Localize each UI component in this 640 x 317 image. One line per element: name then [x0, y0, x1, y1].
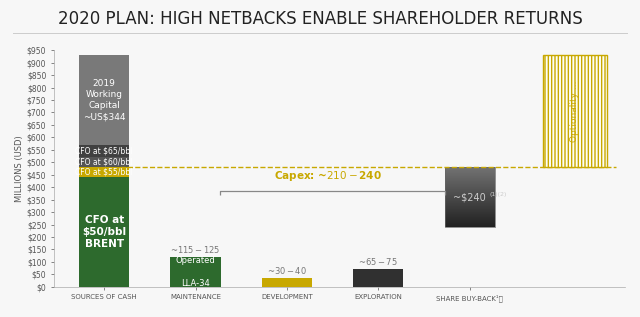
Bar: [79, 167, 129, 177]
Bar: [79, 55, 129, 145]
Bar: [445, 174, 495, 175]
Bar: [445, 173, 495, 174]
Bar: [543, 55, 607, 167]
Bar: [445, 198, 495, 199]
Text: Capex: ~$210-$240: Capex: ~$210-$240: [274, 169, 382, 184]
Bar: [445, 169, 495, 170]
Text: CFO at $60/bbl: CFO at $60/bbl: [76, 157, 133, 166]
Bar: [353, 269, 403, 287]
Bar: [445, 179, 495, 180]
Text: CFO at $65/bbl: CFO at $65/bbl: [76, 146, 133, 155]
Bar: [445, 167, 495, 227]
Text: CFO at
$50/bbl
BRENT: CFO at $50/bbl BRENT: [82, 215, 126, 249]
Bar: [445, 210, 495, 211]
Text: (1)(2): (1)(2): [490, 191, 507, 197]
Text: 2019
Working
Capital
~US$344: 2019 Working Capital ~US$344: [83, 79, 125, 121]
Bar: [445, 191, 495, 192]
Bar: [445, 170, 495, 171]
Text: CFO at $55/bbl: CFO at $55/bbl: [76, 167, 133, 177]
Bar: [445, 208, 495, 209]
Bar: [445, 192, 495, 193]
Bar: [445, 181, 495, 182]
Bar: [445, 199, 495, 200]
Bar: [79, 177, 129, 287]
Bar: [445, 225, 495, 226]
Bar: [170, 257, 221, 287]
Text: 2020 PLAN: HIGH NETBACKS ENABLE SHAREHOLDER RETURNS: 2020 PLAN: HIGH NETBACKS ENABLE SHAREHOL…: [58, 10, 582, 28]
Text: ~$115-$125: ~$115-$125: [170, 244, 221, 255]
Bar: [445, 177, 495, 178]
Bar: [445, 188, 495, 189]
Bar: [445, 178, 495, 179]
Bar: [445, 211, 495, 212]
Bar: [445, 220, 495, 221]
Bar: [445, 183, 495, 184]
Bar: [445, 175, 495, 176]
Bar: [445, 180, 495, 181]
Bar: [445, 197, 495, 198]
Bar: [79, 157, 129, 167]
Bar: [445, 207, 495, 208]
Bar: [445, 187, 495, 188]
Text: ~$30-$40: ~$30-$40: [267, 265, 307, 276]
Bar: [445, 221, 495, 222]
Bar: [445, 193, 495, 194]
Bar: [262, 278, 312, 287]
Text: Optionality ...: Optionality ...: [570, 81, 579, 142]
Bar: [445, 206, 495, 207]
Bar: [445, 214, 495, 215]
Bar: [445, 219, 495, 220]
Bar: [445, 176, 495, 177]
Bar: [445, 218, 495, 219]
Bar: [445, 205, 495, 206]
Bar: [79, 145, 129, 157]
Bar: [445, 202, 495, 203]
Bar: [445, 217, 495, 218]
Bar: [445, 190, 495, 191]
Bar: [445, 216, 495, 217]
Bar: [445, 203, 495, 204]
Bar: [445, 204, 495, 205]
Bar: [445, 184, 495, 185]
Bar: [445, 171, 495, 172]
Bar: [445, 182, 495, 183]
Bar: [445, 189, 495, 190]
Bar: [445, 212, 495, 213]
Bar: [445, 196, 495, 197]
Bar: [445, 194, 495, 195]
Bar: [445, 224, 495, 225]
Bar: [445, 215, 495, 216]
Bar: [445, 201, 495, 202]
Bar: [445, 226, 495, 227]
Bar: [445, 195, 495, 196]
Y-axis label: MILLIONS (USD): MILLIONS (USD): [15, 135, 24, 202]
Text: ~$240: ~$240: [453, 192, 486, 202]
Bar: [445, 222, 495, 223]
Bar: [445, 209, 495, 210]
Bar: [445, 167, 495, 168]
Bar: [445, 200, 495, 201]
Bar: [445, 223, 495, 224]
Text: Operated

LLA-34: Operated LLA-34: [175, 256, 216, 288]
Bar: [445, 185, 495, 186]
Bar: [445, 186, 495, 187]
Bar: [445, 213, 495, 214]
Bar: [445, 172, 495, 173]
Text: ~$65-$75: ~$65-$75: [358, 256, 398, 267]
Bar: [445, 168, 495, 169]
